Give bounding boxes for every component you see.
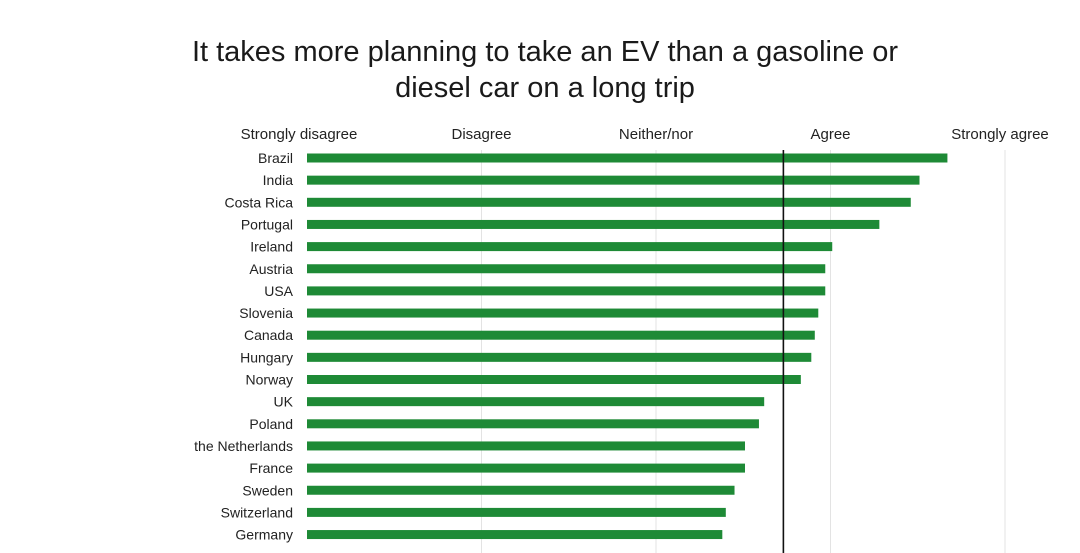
bar: [307, 242, 833, 252]
category-label: Slovenia: [239, 305, 293, 321]
category-label: Poland: [249, 416, 293, 432]
bar: [307, 197, 911, 207]
bar: [307, 375, 801, 384]
bar: [307, 352, 812, 362]
category-label: UK: [274, 394, 294, 410]
chart-title: It takes more planning to take an EV tha…: [0, 34, 1080, 106]
category-label: Germany: [235, 527, 293, 543]
category-label: Norway: [246, 372, 293, 388]
bar: [307, 286, 826, 296]
bar: [307, 175, 920, 185]
bar: [307, 308, 819, 318]
category-label: Brazil: [258, 150, 293, 166]
bar: [307, 507, 726, 517]
chart-title-line-1: It takes more planning to take an EV tha…: [191, 36, 899, 68]
bars: [307, 153, 948, 540]
bar: [307, 330, 815, 340]
category-label: Sweden: [242, 482, 293, 498]
chart-title-line-2: diesel car on a long trip: [395, 72, 695, 104]
category-label: Hungary: [240, 349, 293, 365]
bar: [307, 219, 880, 229]
scale-label: Strongly disagree: [241, 126, 358, 143]
bar: [307, 441, 745, 451]
bar: [307, 463, 745, 473]
scale-label: Neither/nor: [619, 126, 693, 143]
bar: [307, 485, 735, 495]
category-label: the Netherlands: [194, 438, 293, 454]
category-labels: Brazil India Costa Rica Portugal Ireland Aust…: [194, 150, 294, 543]
bar: [307, 264, 826, 274]
category-label: India: [263, 172, 294, 188]
scale-label: Agree: [810, 126, 850, 143]
scale-labels: Strongly disagree Disagree Neither/nor Agre…: [241, 126, 1049, 143]
category-label: Ireland: [250, 239, 293, 255]
category-label: Canada: [244, 327, 293, 343]
bar: [307, 397, 765, 407]
bar: [307, 530, 723, 540]
category-label: Switzerland: [221, 504, 293, 520]
category-label: France: [249, 460, 293, 476]
category-label: USA: [264, 283, 293, 299]
category-label: Portugal: [241, 216, 293, 232]
scale-label: Disagree: [451, 126, 511, 143]
scale-label: Strongly agree: [951, 126, 1049, 143]
category-label: Austria: [249, 261, 293, 277]
category-label: Costa Rica: [225, 194, 294, 210]
bar: [307, 153, 948, 163]
bar: [307, 419, 759, 429]
